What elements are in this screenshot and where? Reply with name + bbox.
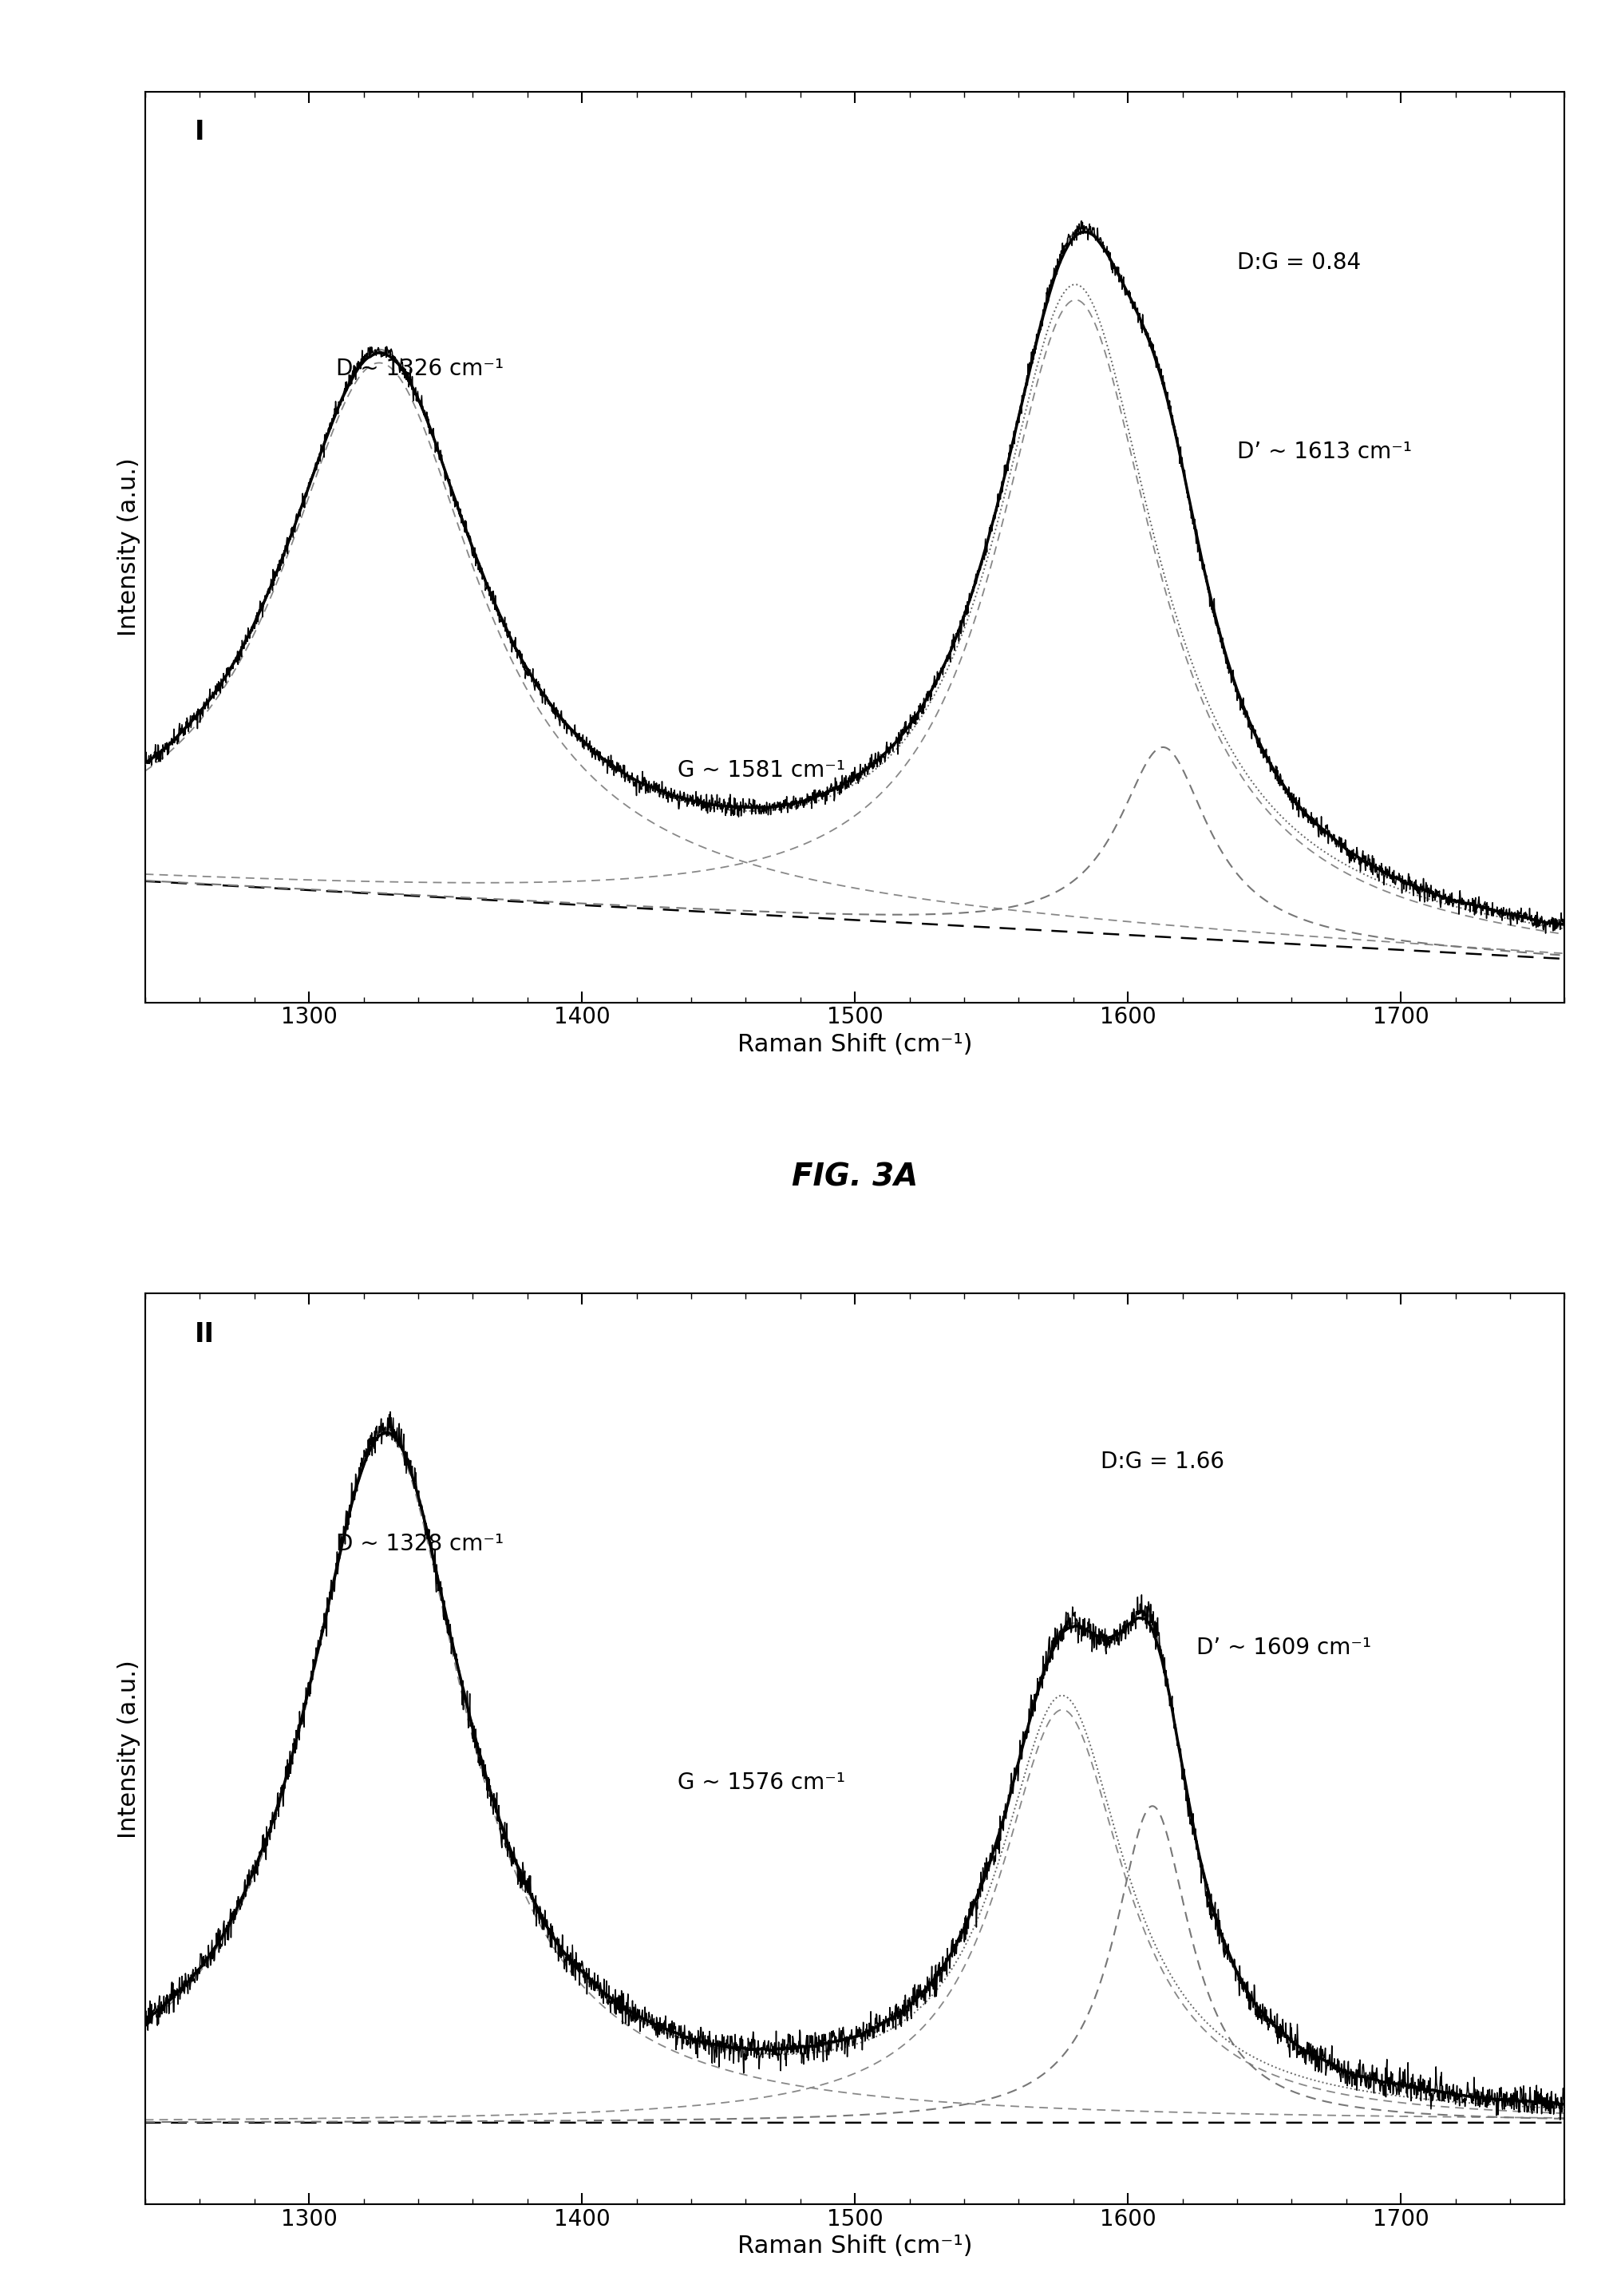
Text: D’ ~ 1613 cm⁻¹: D’ ~ 1613 cm⁻¹	[1237, 441, 1411, 464]
Text: D ~ 1328 cm⁻¹: D ~ 1328 cm⁻¹	[336, 1531, 503, 1554]
X-axis label: Raman Shift (cm⁻¹): Raman Shift (cm⁻¹)	[737, 2234, 973, 2257]
Text: G ~ 1581 cm⁻¹: G ~ 1581 cm⁻¹	[677, 760, 845, 783]
Y-axis label: Intensity (a.u.): Intensity (a.u.)	[118, 1660, 140, 1839]
Text: D:G = 0.84: D:G = 0.84	[1237, 250, 1361, 273]
Text: D:G = 1.66: D:G = 1.66	[1100, 1451, 1224, 1472]
Text: II: II	[195, 1320, 215, 1348]
Y-axis label: Intensity (a.u.): Intensity (a.u.)	[118, 457, 140, 636]
Text: FIG. 3A: FIG. 3A	[792, 1162, 918, 1192]
Text: I: I	[195, 119, 205, 145]
X-axis label: Raman Shift (cm⁻¹): Raman Shift (cm⁻¹)	[737, 1033, 973, 1056]
Text: D ~ 1326 cm⁻¹: D ~ 1326 cm⁻¹	[336, 358, 503, 379]
Text: G ~ 1576 cm⁻¹: G ~ 1576 cm⁻¹	[677, 1770, 845, 1793]
Text: D’ ~ 1609 cm⁻¹: D’ ~ 1609 cm⁻¹	[1197, 1637, 1371, 1660]
